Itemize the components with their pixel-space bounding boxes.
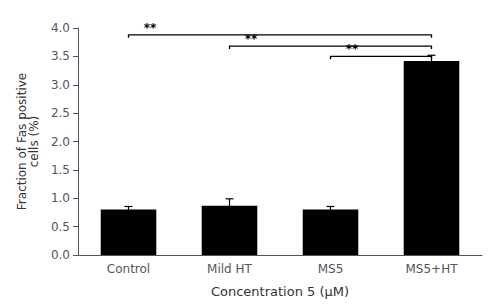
svg-text:Mild HT: Mild HT <box>207 262 252 276</box>
svg-text:**: ** <box>144 21 157 35</box>
svg-text:1.0: 1.0 <box>51 191 70 205</box>
svg-text:**: ** <box>346 42 359 56</box>
svg-text:**: ** <box>245 32 258 46</box>
svg-text:Control: Control <box>107 262 150 276</box>
svg-text:0.5: 0.5 <box>51 220 70 234</box>
svg-text:Fraction of Fas positive: Fraction of Fas positive <box>15 72 29 211</box>
svg-text:3.5: 3.5 <box>51 49 70 63</box>
svg-text:2.0: 2.0 <box>51 135 70 149</box>
svg-text:MS5+HT: MS5+HT <box>405 262 458 276</box>
svg-text:3.0: 3.0 <box>51 78 70 92</box>
svg-text:4.0: 4.0 <box>51 21 70 35</box>
svg-text:Concentration 5 (μM): Concentration 5 (μM) <box>211 284 349 299</box>
svg-text:2.5: 2.5 <box>51 106 70 120</box>
svg-text:cells (%): cells (%) <box>27 116 41 167</box>
svg-text:1.5: 1.5 <box>51 163 70 177</box>
svg-text:0.0: 0.0 <box>51 248 70 262</box>
svg-text:MS5: MS5 <box>318 262 344 276</box>
